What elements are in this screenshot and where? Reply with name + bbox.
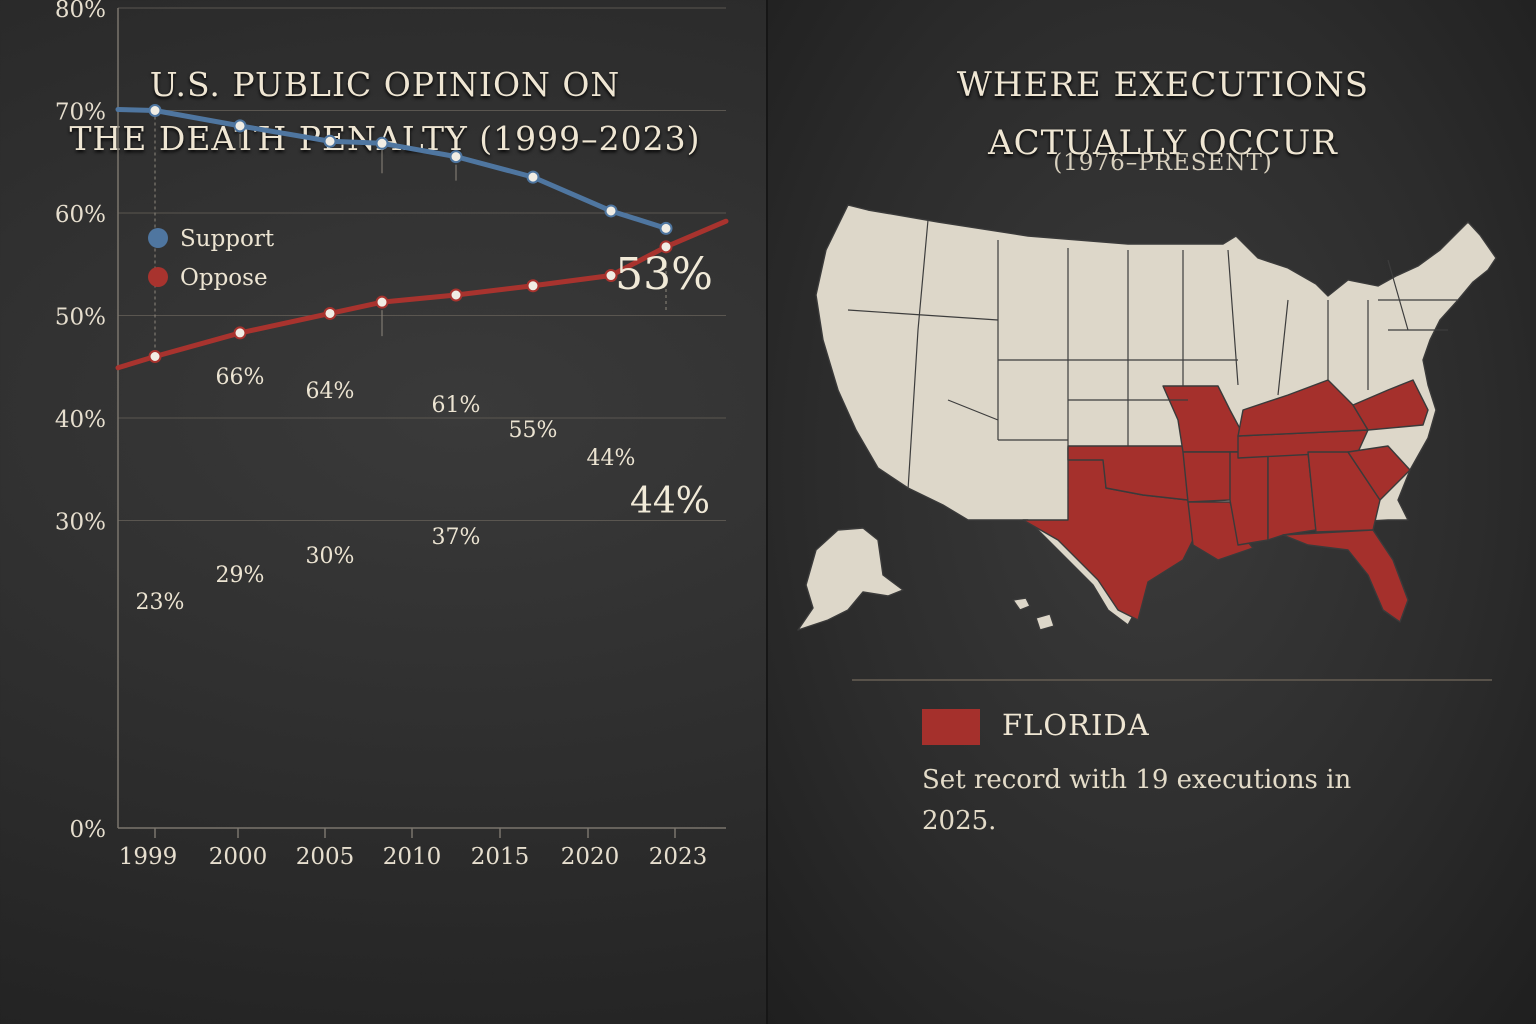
x-tick-label: 2010 (383, 844, 442, 870)
map-title: WHERE EXECUTIONS ACTUALLY OCCUR (768, 56, 1536, 172)
x-tick-label: 1999 (119, 844, 178, 870)
support-data-label: 64% (306, 379, 355, 404)
map-title-line-2: ACTUALLY OCCUR (988, 123, 1338, 163)
oppose-data-label: 30% (306, 544, 355, 569)
support-point (526, 170, 540, 184)
support-end-label: 53% (615, 249, 713, 300)
state-georgia (1307, 451, 1381, 533)
state-virginia (1352, 379, 1429, 431)
opinion-line-chart: 0% 30% 40% 50% 60% 70% 80% 1999 2000 2005 2010 2015… (55, 0, 729, 870)
support-point (659, 221, 673, 235)
legend-support-dot (148, 228, 168, 248)
support-point (148, 104, 162, 117)
support-point (233, 119, 247, 133)
state-borders (847, 219, 1458, 491)
map-subtitle: (1976–PRESENT) (1053, 150, 1273, 176)
oppose-data-label: 37% (432, 525, 481, 550)
x-tick-label: 2020 (561, 844, 620, 870)
x-tick-label: 2000 (209, 844, 268, 870)
x-tick-label: 2005 (296, 844, 355, 870)
map-divider-line (852, 679, 1492, 681)
panel-divider (766, 0, 768, 1024)
map-title-line-1: WHERE EXECUTIONS (956, 65, 1370, 105)
hawaii-shape (1012, 597, 1055, 631)
oppose-end-label: 44% (630, 481, 710, 522)
oppose-point (526, 279, 540, 293)
oppose-point (233, 326, 247, 340)
x-tick-label: 2023 (649, 844, 708, 870)
support-point (604, 204, 618, 218)
state-south-carolina (1347, 445, 1411, 501)
x-tick-label: 2015 (471, 844, 530, 870)
chart-title-line-1: U.S. PUBLIC OPINION ON (149, 65, 621, 104)
chart-title: U.S. PUBLIC OPINION ON THE DEATH PENALTY… (30, 58, 740, 166)
oppose-point (604, 269, 618, 283)
oppose-data-label: 29% (216, 563, 265, 588)
oppose-point (449, 288, 463, 302)
y-tick-label: 50% (55, 305, 106, 331)
support-data-label: 55% (509, 418, 558, 443)
support-data-label: 61% (432, 393, 481, 418)
support-point (375, 136, 389, 150)
oppose-point (323, 306, 337, 320)
state-mississippi (1229, 451, 1269, 546)
us-map (797, 204, 1497, 631)
y-tick-label: 40% (55, 407, 106, 433)
state-florida (1282, 529, 1409, 623)
support-data-label: 66% (216, 365, 265, 390)
legend-support-label: Support (180, 226, 275, 252)
legend-oppose-dot (148, 267, 168, 287)
oppose-data-label: 23% (136, 590, 185, 615)
support-data-label: 44% (587, 446, 636, 471)
legend-oppose-label: Oppose (180, 265, 268, 291)
legend-note: Set record with 19 executions in 2025. (922, 765, 1352, 836)
y-tick-label: 30% (55, 510, 106, 536)
oppose-line (115, 218, 729, 371)
y-tick-label: 60% (55, 202, 106, 228)
y-tick-label: 70% (55, 100, 106, 126)
legend-label: FLORIDA (1002, 708, 1150, 742)
oppose-point (659, 240, 673, 254)
support-point (323, 134, 337, 148)
y-tick-label: 80% (55, 0, 106, 23)
alaska-shape (797, 527, 904, 631)
y-tick-label: 0% (70, 817, 107, 843)
support-point (449, 150, 463, 164)
oppose-point (375, 295, 389, 309)
legend-swatch (922, 709, 980, 745)
oppose-point (148, 350, 162, 363)
support-line (115, 106, 669, 231)
